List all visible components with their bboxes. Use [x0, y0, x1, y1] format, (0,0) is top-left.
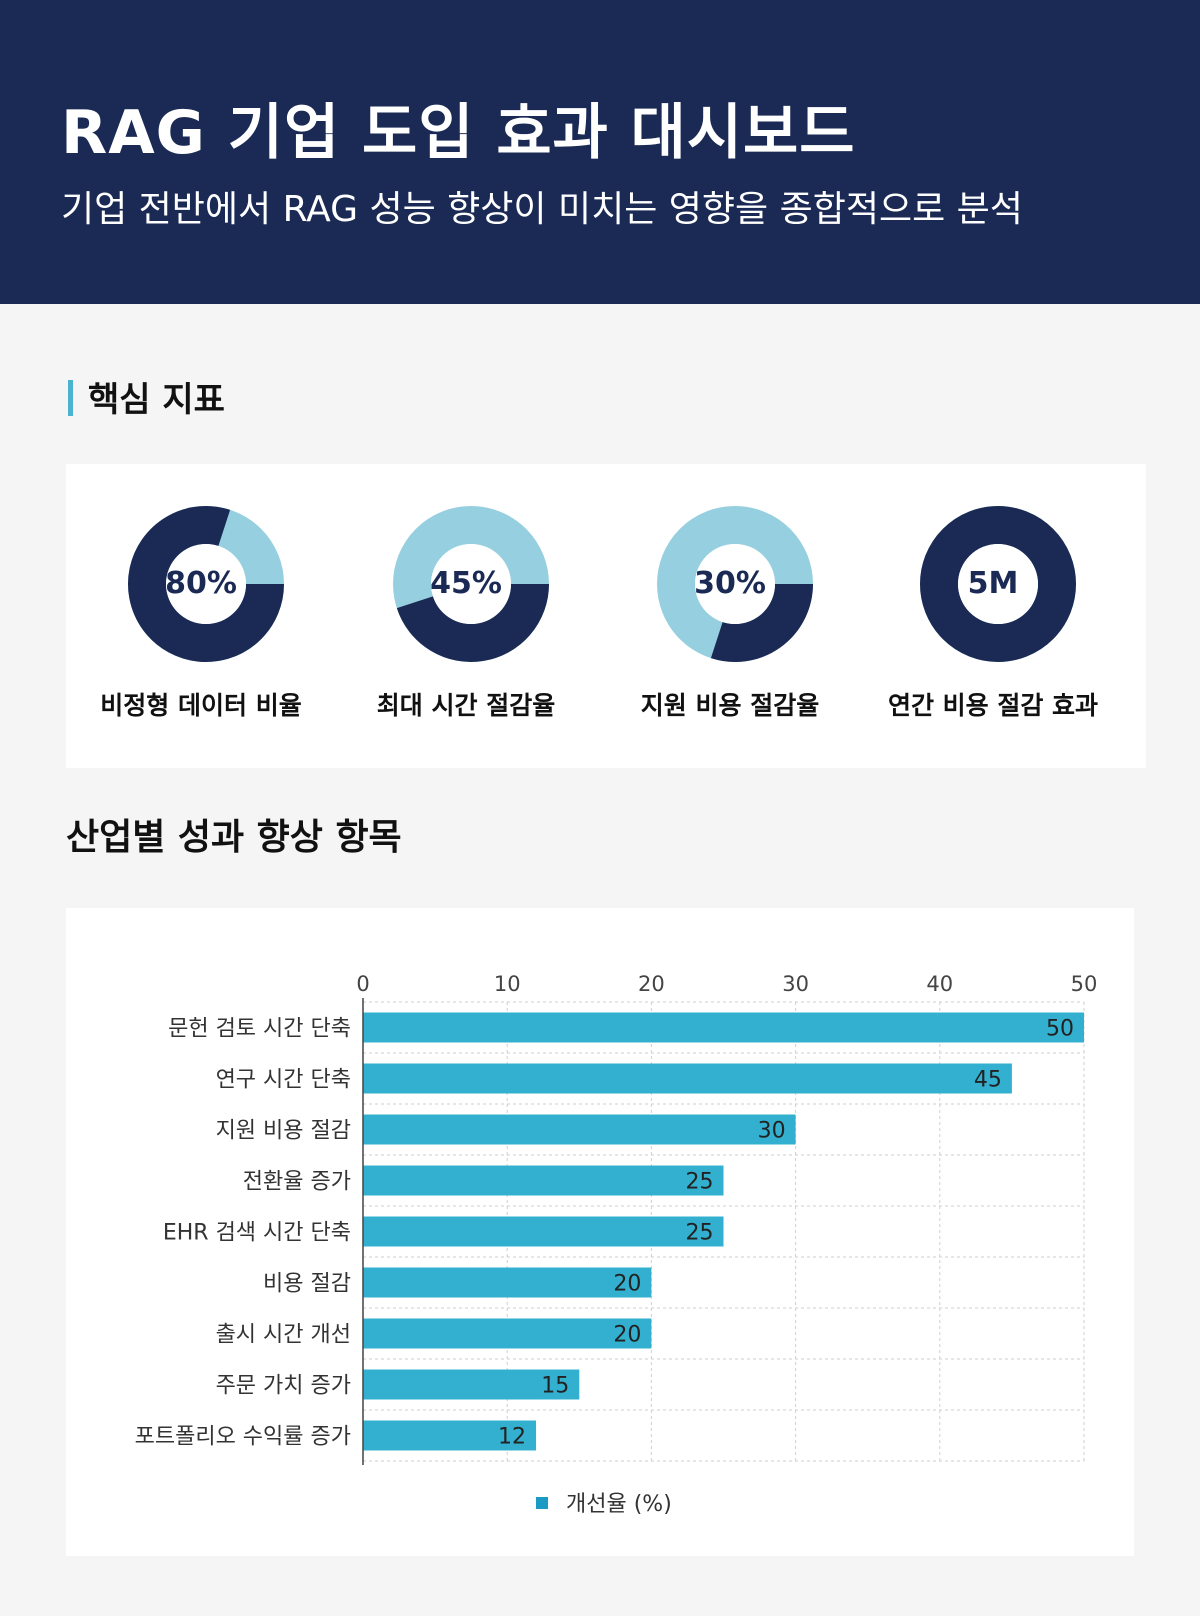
- chart-legend: 개선율 (%): [536, 1486, 672, 1518]
- x-tick-label: 20: [638, 972, 665, 996]
- chart-card: 0 10 20 30 40 50 문헌 검토 시간 단축 50 연구 시간 단축 45 지원 비용 …: [66, 908, 1134, 1556]
- kpi-label: 비정형 데이터 비율: [100, 691, 302, 720]
- bar: [363, 1165, 724, 1196]
- page-subtitle: 기업 전반에서 RAG 성능 향상이 미치는 영향을 종합적으로 분석: [61, 189, 1023, 230]
- chart-section-title: 산업별 성과 향상 항목: [66, 817, 402, 858]
- kpi-value: 5M: [967, 566, 1019, 601]
- donut-hole: [166, 544, 246, 624]
- donut-arc: [710, 583, 813, 662]
- section-accent-bar: [68, 380, 73, 416]
- kpi-section-title: 핵심 지표: [68, 372, 225, 420]
- bar: [363, 1012, 1084, 1043]
- kpi-support-cost-saving: 30% 지원 비용 절감율: [595, 464, 865, 768]
- kpi-card: 80% 비정형 데이터 비율 45% 최대 시간 절감율 30% 지원 비용 절…: [66, 464, 1146, 768]
- kpi-section-title-text: 핵심 지표: [88, 380, 225, 420]
- dashboard-header: RAG 기업 도입 효과 대시보드 기업 전반에서 RAG 성능 향상이 미치는…: [0, 0, 1200, 304]
- kpi-donut-chart: [128, 506, 284, 662]
- category-label: 전환율 증가: [243, 1170, 351, 1195]
- kpi-label: 최대 시간 절감율: [376, 691, 556, 720]
- category-label: 주문 가치 증가: [216, 1374, 351, 1399]
- donut-arc: [128, 506, 284, 662]
- legend-label: 개선율 (%): [566, 1492, 672, 1517]
- x-tick-label: 30: [782, 972, 809, 996]
- category-label: 출시 시간 개선: [216, 1323, 351, 1348]
- data-label: 20: [613, 1272, 641, 1297]
- donut-arc: [396, 583, 549, 662]
- kpi-value: 30%: [694, 566, 766, 601]
- bar: [363, 1216, 724, 1247]
- category-label: 비용 절감: [263, 1272, 351, 1297]
- category-label: 연구 시간 단축: [216, 1068, 351, 1093]
- bar: [363, 1369, 580, 1400]
- page-title: RAG 기업 도입 효과 대시보드: [61, 98, 856, 168]
- donut-hole: [431, 544, 511, 624]
- x-tick-label: 10: [494, 972, 521, 996]
- category-label: 포트폴리오 수익률 증가: [135, 1425, 351, 1450]
- data-label: 30: [758, 1119, 786, 1144]
- category-label: 문헌 검토 시간 단축: [168, 1017, 351, 1042]
- kpi-donut-chart: [393, 506, 549, 662]
- kpi-max-time-saving: 45% 최대 시간 절감율: [331, 464, 601, 768]
- bar-chart: 0 10 20 30 40 50 문헌 검토 시간 단축 50 연구 시간 단축 45 지원 비용 …: [135, 972, 1098, 1465]
- donut-hole: [695, 544, 775, 624]
- bar: [363, 1420, 537, 1451]
- data-label: 12: [498, 1425, 526, 1450]
- bar: [363, 1063, 1012, 1094]
- bar: [363, 1267, 652, 1298]
- data-label: 20: [613, 1323, 641, 1348]
- category-label: 지원 비용 절감: [216, 1119, 351, 1144]
- x-tick-label: 0: [356, 972, 369, 996]
- data-label: 15: [541, 1374, 569, 1399]
- legend-swatch: [536, 1497, 548, 1509]
- donut-arc: [919, 506, 1076, 662]
- kpi-value: 45%: [430, 566, 502, 601]
- bar: [363, 1114, 796, 1145]
- kpi-label: 지원 비용 절감율: [640, 691, 820, 720]
- x-tick-label: 40: [926, 972, 953, 996]
- kpi-value: 80%: [165, 566, 237, 601]
- data-label: 25: [686, 1170, 714, 1195]
- kpi-donut-chart: [919, 506, 1076, 662]
- kpi-label: 연간 비용 절감 효과: [887, 691, 1099, 720]
- category-label: EHR 검색 시간 단축: [163, 1221, 351, 1246]
- kpi-donut-chart: [657, 506, 813, 662]
- kpi-unstructured-data: 80% 비정형 데이터 비율: [66, 464, 336, 768]
- data-label: 50: [1046, 1017, 1074, 1042]
- bar: [363, 1318, 652, 1349]
- kpi-annual-cost-saving: 5M 연간 비용 절감 효과: [858, 464, 1128, 768]
- data-label: 45: [974, 1068, 1002, 1093]
- data-label: 25: [686, 1221, 714, 1246]
- x-tick-label: 50: [1071, 972, 1098, 996]
- donut-hole: [958, 544, 1038, 624]
